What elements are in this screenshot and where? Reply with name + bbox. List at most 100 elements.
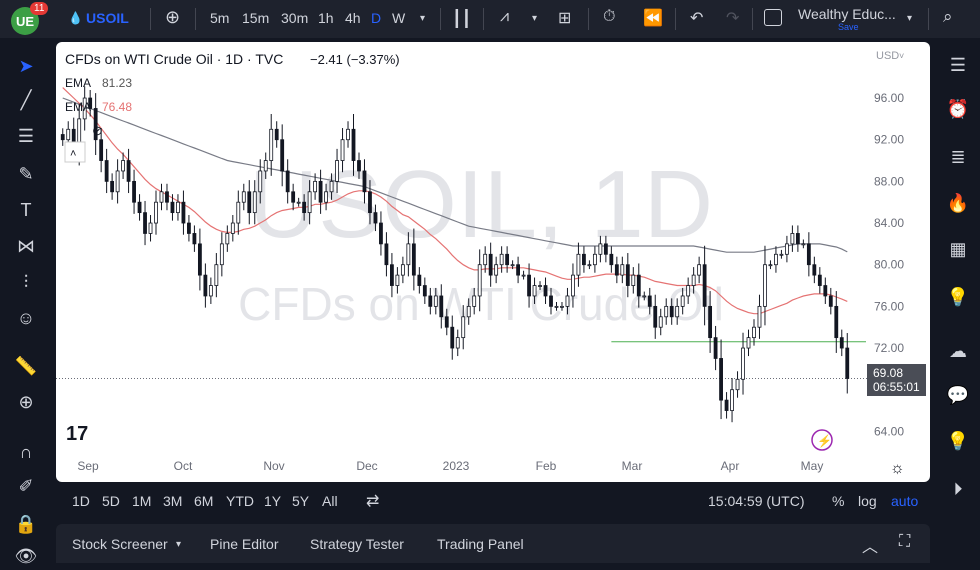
candle-body — [741, 347, 745, 380]
candle-type-icon[interactable]: ┃┃ — [452, 11, 472, 28]
layout-name-button[interactable]: Wealthy Educ... — [798, 6, 896, 22]
candle-body — [143, 212, 147, 234]
range-3m[interactable]: 3M — [163, 493, 183, 509]
candle-body — [159, 191, 164, 203]
layout-dropdown-icon[interactable]: ▾ — [907, 13, 913, 24]
trendline-icon[interactable]: ╱ — [20, 89, 32, 110]
hotlist-fire-icon[interactable]: 🔥 — [946, 192, 970, 213]
candle-body — [269, 128, 274, 161]
cursor-icon[interactable]: ➤ — [18, 55, 34, 76]
range-5d[interactable]: 5D — [102, 493, 120, 509]
hide-eye-icon[interactable]: ⊘ — [92, 123, 103, 138]
tab-stock-screener[interactable]: Stock Screener — [72, 536, 168, 552]
candle-body — [219, 243, 224, 266]
indicators-icon[interactable]: ⩘ — [500, 8, 510, 25]
candle-body — [192, 233, 197, 245]
candle-body — [516, 264, 520, 276]
ruler-icon[interactable]: 📏 — [14, 355, 38, 376]
pattern-icon[interactable]: ⋈ — [17, 235, 35, 256]
fib-lines-icon[interactable]: ☰ — [17, 125, 35, 146]
interval-5m[interactable]: 5m — [210, 10, 230, 26]
lock-drawing-icon[interactable]: ✐ — [18, 475, 34, 496]
candle-body — [241, 191, 246, 203]
time-tick-label: Sep — [77, 459, 99, 473]
alarm-clock-icon[interactable]: ⏰ — [946, 98, 970, 119]
zoom-icon[interactable]: ⊕ — [18, 391, 34, 412]
text-tool-icon[interactable]: T — [20, 199, 32, 220]
range-5y[interactable]: 5Y — [292, 493, 310, 509]
log-toggle[interactable]: log — [858, 493, 877, 509]
interval-30m[interactable]: 30m — [281, 10, 309, 26]
tab-strategy-tester[interactable]: Strategy Tester — [310, 536, 404, 552]
search-icon[interactable]: ⌕ — [943, 7, 953, 26]
candle-body — [510, 264, 515, 267]
lightning-icon[interactable] — [811, 429, 833, 451]
magnet-icon[interactable]: ∩ — [19, 441, 33, 462]
screener-dropdown-icon[interactable]: ▾ — [176, 539, 182, 550]
candle-body — [247, 191, 252, 214]
alert-clock-icon[interactable]: ⏱ — [603, 8, 616, 25]
undo-icon[interactable]: ↶ — [690, 10, 704, 27]
interval-w[interactable]: W — [392, 10, 406, 26]
candle-body — [433, 295, 438, 307]
interval-15m[interactable]: 15m — [242, 10, 270, 26]
tab-pine-editor[interactable]: Pine Editor — [210, 536, 279, 552]
range-1d[interactable]: 1D — [72, 493, 90, 509]
interval-dropdown-icon[interactable]: ▾ — [420, 13, 426, 24]
interval-4h[interactable]: 4h — [345, 10, 361, 26]
lock-icon[interactable]: 🔒 — [14, 513, 38, 534]
chart-panel[interactable]: USOIL, 1D CFDs on WTI Crude Oil 96.00 92.… — [56, 42, 930, 482]
range-6m[interactable]: 6M — [194, 493, 214, 509]
compare-add-icon[interactable]: ⊕ — [165, 7, 181, 27]
redo-icon[interactable]: ↷ — [726, 10, 740, 27]
emoji-icon[interactable]: ☺ — [16, 307, 36, 328]
candle-body — [697, 264, 702, 276]
chat-icon[interactable]: 💬 — [946, 384, 970, 405]
indicators-dropdown-icon[interactable]: ▾ — [532, 13, 538, 24]
prediction-icon[interactable]: ⫶ — [23, 271, 29, 292]
settings-gear-icon[interactable]: ☼ — [890, 460, 905, 477]
collapse-legend-button[interactable] — [64, 141, 86, 163]
range-all[interactable]: All — [322, 493, 338, 509]
layout-grid-icon[interactable]: ⊞ — [558, 10, 572, 27]
calendar-icon[interactable]: ▦ — [949, 238, 967, 259]
candle-body — [154, 201, 158, 224]
fullscreen-frame-icon[interactable] — [764, 9, 782, 26]
candle-body — [104, 160, 109, 182]
maximize-panel-icon[interactable]: ⛶ — [899, 533, 911, 550]
date-range-icon[interactable]: ⇄ — [366, 493, 380, 510]
interval-d[interactable]: D — [371, 10, 382, 26]
watchlist-icon[interactable]: ☰ — [949, 54, 967, 75]
replay-icon[interactable]: ⏪ — [643, 10, 663, 27]
range-ytd[interactable]: YTD — [226, 493, 254, 509]
currency-selector[interactable]: USD — [876, 50, 899, 62]
currency-dropdown-icon[interactable]: ˅ — [899, 51, 904, 61]
candle-body — [785, 243, 789, 255]
play-icon[interactable]: ⏵ — [953, 478, 963, 499]
eye-icon[interactable]: 👁 — [14, 545, 38, 566]
time-tick-label: May — [801, 459, 824, 473]
streams-icon[interactable]: ☁ — [949, 340, 967, 361]
time-tick-label: Apr — [721, 459, 740, 473]
auto-toggle[interactable]: auto — [891, 493, 919, 509]
symbol-search-button[interactable]: USOIL — [86, 10, 129, 26]
candle-body — [576, 253, 581, 276]
tab-trading-panel[interactable]: Trading Panel — [437, 536, 524, 552]
notifications-bulb-icon[interactable]: 💡 — [946, 430, 970, 451]
candle-body — [428, 295, 433, 307]
brush-icon[interactable]: ✎ — [18, 163, 34, 184]
ideas-bulb-icon[interactable]: 💡 — [946, 286, 970, 307]
range-1m[interactable]: 1M — [132, 493, 152, 509]
data-window-icon[interactable]: ≣ — [950, 146, 966, 167]
collapse-panel-icon[interactable]: ︿ — [862, 539, 879, 556]
candle-body — [757, 305, 762, 328]
interval-1h[interactable]: 1h — [318, 10, 334, 26]
range-1y[interactable]: 1Y — [264, 493, 282, 509]
lightning-glyph-icon: ⚡ — [817, 434, 832, 448]
save-label[interactable]: Save — [838, 22, 859, 32]
candle-body — [137, 201, 142, 214]
percent-toggle[interactable]: % — [832, 493, 845, 509]
price-chart[interactable]: USOIL, 1D CFDs on WTI Crude Oil 96.0092.… — [56, 42, 930, 482]
utc-clock[interactable]: 15:04:59 (UTC) — [708, 493, 805, 509]
candle-body — [187, 222, 191, 234]
